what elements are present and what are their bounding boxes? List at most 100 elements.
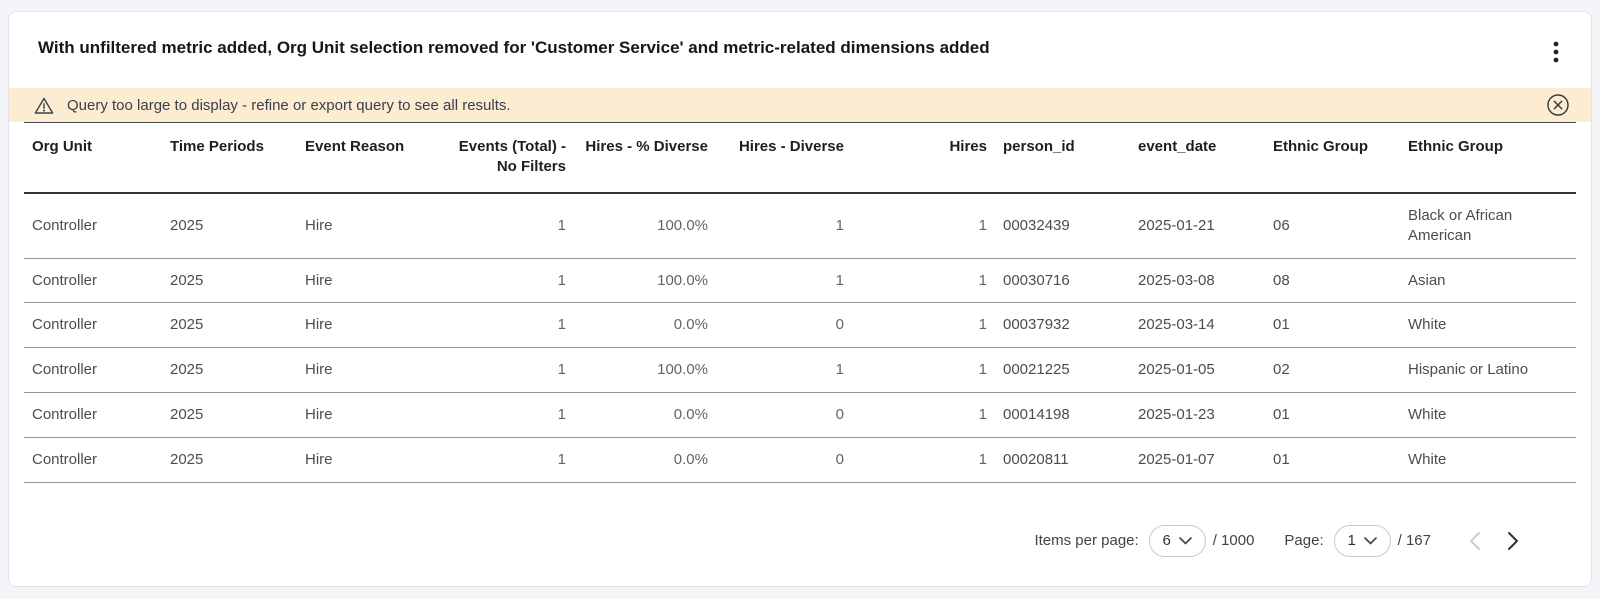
table-cell: 00032439 (995, 193, 1130, 259)
table-cell: 1 (442, 302, 574, 349)
table-cell: 0.0% (574, 392, 716, 438)
more-options-button[interactable] (1541, 37, 1571, 67)
previous-page-button[interactable] (1461, 527, 1489, 555)
table-cell: Controller (24, 392, 162, 438)
table-cell: 100.0% (574, 258, 716, 304)
table-row: Controller 2025 Hire 1 100.0% 1 1 00030716 2025-… (24, 258, 1576, 304)
table-cell: 100.0% (574, 193, 716, 259)
table-cell: 08 (1265, 258, 1400, 304)
pagination-bar: Items per page: 6 / 1000 Page: 1 / 167 (9, 524, 1591, 557)
results-table: Org Unit Time Periods Event Reason Events (… (24, 122, 1576, 483)
column-header: Ethnic Group (1400, 122, 1576, 194)
items-per-page-select[interactable]: 6 (1148, 524, 1206, 557)
table-cell: 00014198 (995, 392, 1130, 438)
table-cell: Controller (24, 347, 162, 393)
card-header: With unfiltered metric added, Org Unit s… (9, 12, 1591, 88)
table-cell: 1 (852, 392, 995, 438)
column-header: Hires (852, 122, 995, 194)
table-cell: Hire (297, 258, 442, 304)
warning-triangle-icon (34, 96, 54, 115)
chevron-left-icon (1470, 531, 1480, 550)
table-cell: 1 (852, 347, 995, 393)
table-cell: 2025 (162, 347, 297, 393)
table-cell: 0.0% (574, 302, 716, 349)
table-cell: Hire (297, 347, 442, 393)
column-header: person_id (995, 122, 1130, 194)
table-cell: Hire (297, 437, 442, 483)
chevron-right-icon (1508, 531, 1518, 550)
column-header: Org Unit (24, 122, 162, 194)
table-cell: Controller (24, 437, 162, 483)
table-cell: 01 (1265, 437, 1400, 483)
table-cell: 1 (852, 437, 995, 483)
table-cell: 1 (442, 258, 574, 304)
table-cell: White (1400, 392, 1576, 438)
table-cell: 2025 (162, 302, 297, 349)
warning-banner: Query too large to display - refine or e… (9, 88, 1591, 122)
table-cell: 2025-01-23 (1130, 392, 1265, 438)
table-cell: Controller (24, 302, 162, 349)
column-header: Event Reason (297, 122, 442, 194)
table-cell: 2025 (162, 437, 297, 483)
table-row: Controller 2025 Hire 1 0.0% 0 1 00037932 2025-03… (24, 302, 1576, 349)
table-cell: 00020811 (995, 437, 1130, 483)
table-cell: Hire (297, 392, 442, 438)
table-cell: 2025-03-08 (1130, 258, 1265, 304)
table-cell: 0 (716, 392, 852, 438)
table-cell: 1 (852, 258, 995, 304)
table-cell: 01 (1265, 302, 1400, 349)
column-header: Hires - % Diverse (574, 122, 716, 194)
table-cell: 00037932 (995, 302, 1130, 349)
table-cell: 2025 (162, 193, 297, 259)
close-circle-icon (1547, 94, 1569, 116)
page-select[interactable]: 1 (1333, 524, 1391, 557)
table-cell: 1 (852, 302, 995, 349)
chevron-down-icon (1363, 536, 1377, 544)
page-label: Page: (1284, 532, 1324, 550)
items-per-page-label: Items per page: (1034, 532, 1139, 550)
table-cell: 1 (442, 347, 574, 393)
table-cell: 1 (442, 193, 574, 259)
table-cell: 2025-01-05 (1130, 347, 1265, 393)
table-cell: 1 (442, 437, 574, 483)
table-cell: White (1400, 302, 1576, 349)
column-header: Events (Total) - No Filters (442, 122, 574, 194)
table-cell: 0 (716, 302, 852, 349)
kebab-menu-icon (1553, 41, 1559, 63)
table-cell: 1 (716, 258, 852, 304)
table-row: Controller 2025 Hire 1 0.0% 0 1 00014198 2025-01… (24, 392, 1576, 438)
table-cell: 2025 (162, 258, 297, 304)
table-cell: 0.0% (574, 437, 716, 483)
table-cell: Asian (1400, 258, 1576, 304)
table-row: Controller 2025 Hire 1 100.0% 1 1 00021225 2025-… (24, 347, 1576, 393)
table-cell: 2025-01-07 (1130, 437, 1265, 483)
page-value: 1 (1347, 532, 1356, 550)
column-header: Hires - Diverse (716, 122, 852, 194)
table-cell: 1 (716, 193, 852, 259)
table-cell: Controller (24, 193, 162, 259)
table-cell: 100.0% (574, 347, 716, 393)
column-header: Ethnic Group (1265, 122, 1400, 194)
next-page-button[interactable] (1499, 527, 1527, 555)
table-cell: 2025-01-21 (1130, 193, 1265, 259)
items-per-page-value: 6 (1162, 532, 1171, 550)
table-cell: 1 (442, 392, 574, 438)
table-cell: 2025-03-14 (1130, 302, 1265, 349)
query-result-card: With unfiltered metric added, Org Unit s… (8, 11, 1592, 587)
column-header: Time Periods (162, 122, 297, 194)
table-cell: 02 (1265, 347, 1400, 393)
table-cell: 06 (1265, 193, 1400, 259)
table-cell: Hire (297, 302, 442, 349)
page-total-count: / 167 (1397, 532, 1431, 550)
table-cell: 00021225 (995, 347, 1130, 393)
dismiss-warning-button[interactable] (1545, 92, 1571, 118)
table-row: Controller 2025 Hire 1 0.0% 0 1 00020811 2025-01… (24, 437, 1576, 483)
card-title: With unfiltered metric added, Org Unit s… (38, 38, 990, 57)
table-cell: 2025 (162, 392, 297, 438)
table-cell: Hispanic or Latino (1400, 347, 1576, 393)
table-cell: White (1400, 437, 1576, 483)
table-cell: Black or African American (1400, 193, 1576, 259)
table-cell: Hire (297, 193, 442, 259)
table-cell: 1 (852, 193, 995, 259)
